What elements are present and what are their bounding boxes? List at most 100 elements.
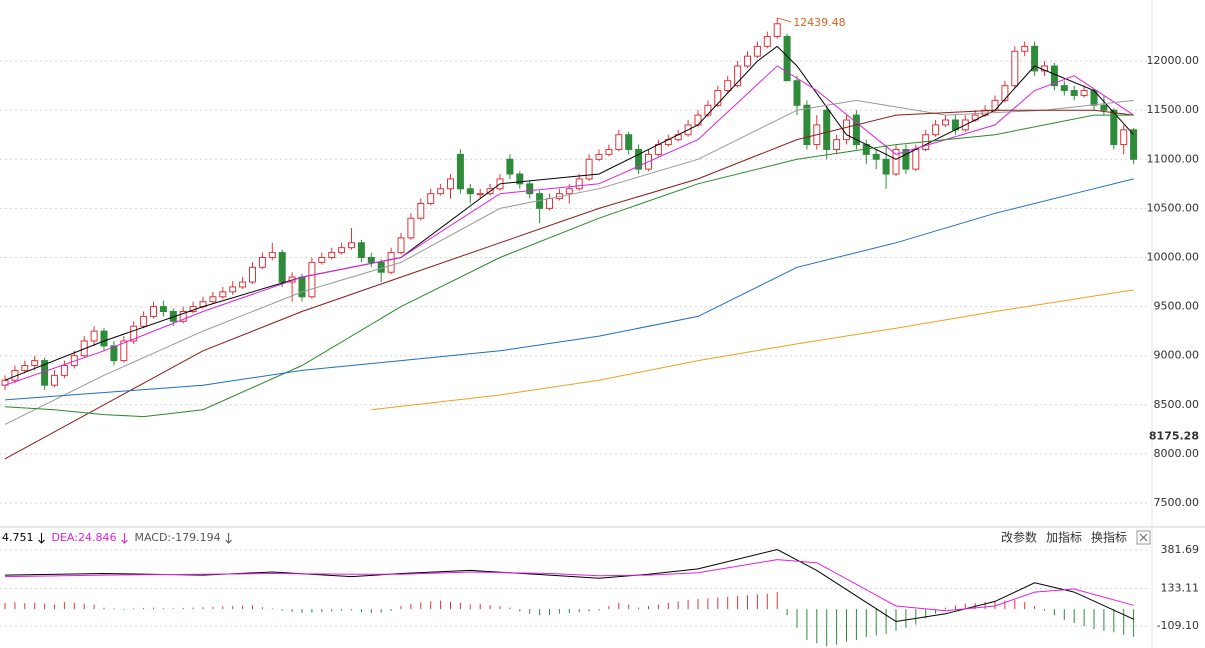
candle-body (110, 345, 118, 362)
candle-body (843, 119, 850, 141)
candle-body (575, 178, 583, 190)
candle-body (219, 291, 227, 298)
y-tick-label: 10500.00 (1147, 201, 1200, 214)
candle-body (833, 139, 841, 150)
candle-body (120, 340, 128, 362)
line (4, 45, 1134, 381)
line (4, 548, 1134, 623)
candle-body (367, 256, 375, 263)
arrow-icon (38, 533, 45, 544)
candle-body (140, 315, 148, 327)
candle-body (724, 80, 732, 92)
y-tick-label: 7500.00 (1154, 496, 1200, 509)
candle-body (258, 256, 266, 268)
candle-body (328, 252, 336, 258)
candle-body (635, 148, 643, 170)
candle-body (942, 119, 949, 126)
candle-body (278, 252, 286, 283)
candle-body (130, 325, 138, 342)
price-marker: 8175.28 (1149, 430, 1199, 443)
candle-body (427, 193, 435, 204)
candle-body (417, 202, 425, 219)
candle-body (466, 188, 474, 195)
candle-body (912, 148, 920, 170)
candle-body (357, 242, 365, 258)
candle-body (714, 90, 722, 106)
candle-body (90, 330, 98, 342)
candle-body (595, 153, 603, 160)
close-button[interactable] (1136, 530, 1151, 545)
button[interactable]: 换指标 (1091, 530, 1127, 545)
max-label: 12439.48 (793, 16, 846, 29)
candle-body (615, 134, 623, 150)
candle-body (100, 330, 108, 347)
candle-body (526, 183, 534, 195)
line (4, 178, 1134, 401)
candle-body (209, 296, 217, 303)
annotation-arrow (777, 17, 792, 23)
candle-body (1021, 45, 1029, 52)
candle-body (298, 276, 306, 298)
candle-body (1031, 45, 1039, 72)
candle-body (852, 114, 860, 146)
candle-body (249, 266, 256, 283)
candle-body (1080, 90, 1088, 96)
candle-body (763, 36, 771, 47)
candle-body (447, 178, 454, 190)
candle-body (546, 198, 553, 209)
y-tick-label: 9000.00 (1154, 349, 1200, 362)
candle-body (1001, 85, 1009, 101)
candle-body (882, 158, 890, 175)
candle-body (239, 281, 247, 288)
candle-body (407, 217, 415, 239)
candle-body (437, 188, 445, 195)
y-tick-label: -109.10 (1157, 619, 1199, 632)
arrow-icon (121, 533, 128, 544)
candle-body (823, 109, 831, 150)
button[interactable]: 加指标 (1046, 530, 1082, 545)
candle-body (60, 365, 68, 376)
candle-body (793, 80, 801, 106)
candle-body (229, 286, 237, 293)
y-tick-label: 11500.00 (1147, 103, 1200, 116)
candle-body (179, 311, 187, 322)
candle-body (991, 99, 999, 111)
candle-body (1060, 85, 1068, 92)
macd-header: MACD:-179.194 (134, 531, 220, 544)
candle-body (902, 148, 910, 170)
candle-body (31, 360, 39, 367)
line (4, 109, 1134, 460)
macd-header: 4.751 (2, 531, 34, 544)
candle-body (704, 104, 712, 116)
y-tick-label: 8500.00 (1154, 398, 1200, 411)
candle-body (565, 188, 573, 195)
candle-body (1070, 90, 1078, 96)
candle-body (744, 55, 751, 67)
candle-body (1120, 129, 1128, 146)
candle-body (585, 158, 593, 180)
candle-body (506, 158, 514, 175)
candle-body (753, 45, 761, 57)
y-tick-label: 9500.00 (1154, 300, 1200, 313)
candle-body (476, 193, 484, 196)
candle-body (318, 256, 326, 263)
candle-body (21, 365, 29, 371)
candle-body (605, 148, 613, 155)
line (4, 114, 1134, 418)
y-tick-label: 12000.00 (1147, 54, 1200, 67)
candle-body (456, 153, 464, 190)
candle-body (1130, 129, 1138, 160)
line (4, 99, 1134, 425)
candle-body (892, 148, 900, 175)
candle-body (734, 65, 742, 87)
candle-body (348, 242, 355, 249)
macd-header: DEA:24.846 (52, 531, 117, 544)
candle-body (51, 374, 58, 386)
candle-body (1110, 109, 1118, 146)
macd-buttons: 改参数 加指标 换指标 (1001, 530, 1151, 545)
candle-body (387, 252, 395, 273)
candle-body (159, 306, 167, 313)
button[interactable]: 改参数 (1001, 530, 1037, 545)
candle-body (803, 104, 811, 146)
